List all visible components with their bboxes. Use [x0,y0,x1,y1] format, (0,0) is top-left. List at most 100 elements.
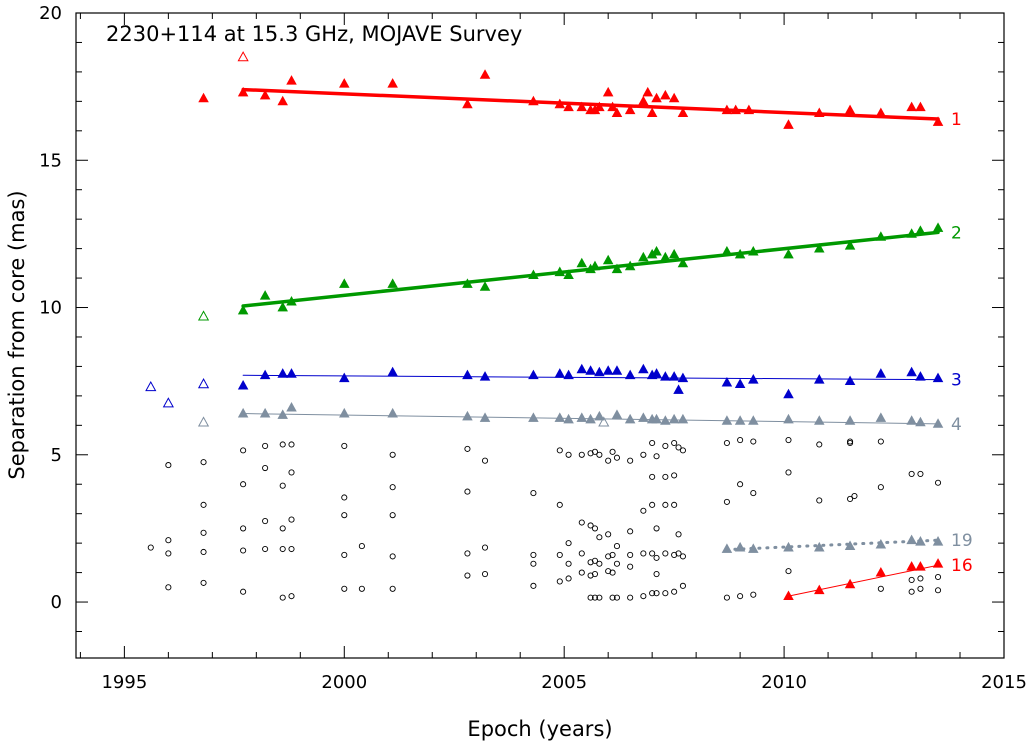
point-1 [638,95,649,106]
point-3 [462,369,473,380]
point-16 [844,578,856,589]
point-4 [528,412,539,422]
point-1 [646,107,658,118]
unassigned-point [640,451,647,458]
x-tick-label: 2015 [981,672,1027,693]
unassigned-point [358,543,365,550]
open-point-2 [197,310,210,321]
point-4 [576,412,588,422]
point-1 [277,95,288,106]
point-2 [339,278,350,288]
point-3 [611,365,623,375]
unassigned-point [464,572,471,579]
unassigned-point [587,522,594,529]
unassigned-point [262,464,269,472]
point-2 [237,304,249,315]
unassigned-point [723,439,730,447]
point-16 [875,566,887,577]
point-19 [906,534,917,545]
chart-title: 2230+114 at 15.3 GHz, MOJAVE Survey [106,22,522,46]
fit-line-1 [241,87,940,121]
x-tick-label: 2010 [761,672,807,693]
point-2 [783,248,794,259]
point-1 [563,101,574,112]
unassigned-point [627,563,634,570]
point-3 [585,365,596,375]
point-1 [932,116,944,126]
unassigned-point [341,551,348,558]
unassigned-point [908,576,915,584]
unassigned-point [649,439,656,447]
point-1 [594,101,605,112]
axis-ticks [76,12,1004,658]
point-4 [677,413,689,424]
unassigned-point [627,551,634,558]
unassigned-point [591,448,599,455]
unassigned-point [596,534,603,541]
unassigned-point [917,470,924,477]
y-axis-label: Separation from core (mas) [5,190,29,479]
x-axis-label: Epoch (years) [467,717,612,741]
point-16 [814,584,825,595]
point-2 [721,245,733,256]
point-1 [462,98,473,109]
unassigned-point [288,516,295,523]
point-2 [611,263,623,274]
unassigned-point [816,497,823,504]
point-4 [875,412,887,422]
point-2 [651,245,662,256]
y-tick-label: 10 [39,298,62,319]
point-4 [387,407,398,418]
point-1 [730,104,741,115]
unassigned-point [578,550,585,557]
point-1 [783,119,794,129]
unassigned-point [609,448,616,455]
unassigned-point [653,525,660,532]
unassigned-point [737,437,744,444]
point-4 [638,412,649,422]
unassigned-point [200,459,207,466]
unassigned-point [596,560,603,567]
unassigned-point [240,547,247,554]
unassigned-point [565,451,572,458]
point-3 [748,374,759,384]
fit-line-19 [725,538,940,552]
unassigned-point [750,438,757,445]
unassigned-point [481,457,489,464]
unassigned-point [605,531,612,538]
point-3 [479,371,491,381]
point-19 [814,541,825,552]
point-4 [624,413,636,424]
unassigned-point [723,498,730,505]
point-1 [554,98,566,109]
unassigned-point [165,462,172,469]
point-2 [734,248,746,259]
point-3 [906,366,917,377]
unassigned-point [877,484,884,491]
unassigned-point [649,550,656,557]
unassigned-point [279,441,286,448]
point-3 [237,379,249,390]
y-tick-label: 5 [51,445,62,466]
point-1 [642,86,654,97]
unassigned-point [851,492,858,500]
unassigned-point [675,444,682,451]
unassigned-point [671,472,678,479]
unassigned-point [279,594,286,601]
point-2 [462,278,473,288]
x-tick-label: 1995 [101,672,147,693]
point-1 [576,101,588,112]
unassigned-point [653,453,660,460]
unassigned-point [785,469,792,476]
unassigned-point [785,437,792,444]
point-1 [611,107,623,118]
x-tick-label: 2000 [321,672,367,693]
point-2 [844,240,856,250]
unassigned-point [240,588,247,595]
point-4 [651,413,662,424]
unassigned-point [613,560,621,567]
point-2 [277,301,288,312]
point-3 [576,363,588,374]
point-4 [748,415,759,425]
point-1 [875,107,887,118]
